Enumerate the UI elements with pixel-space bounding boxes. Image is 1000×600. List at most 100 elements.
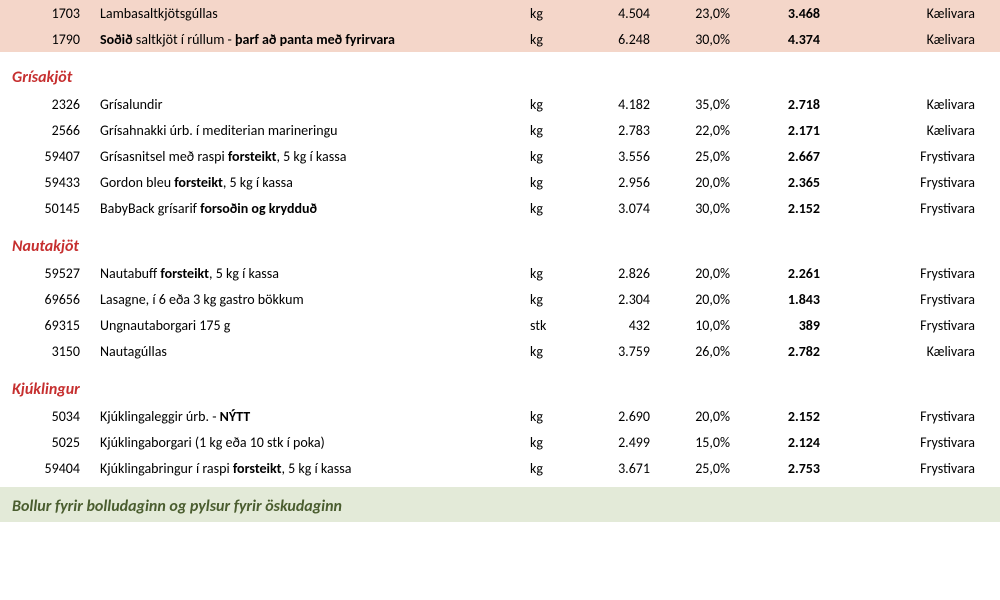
net-price: 2.782 xyxy=(740,343,830,360)
product-code: 1703 xyxy=(10,5,100,22)
unit: kg xyxy=(530,434,585,451)
net-price: 2.124 xyxy=(740,434,830,451)
product-code: 69315 xyxy=(10,317,100,334)
table-row: 2566Grísahnakki úrb. í mediterian marine… xyxy=(0,117,1000,143)
section-header: Kjúklingur xyxy=(0,370,1000,403)
net-price: 389 xyxy=(740,317,830,334)
table-row: 1703Lambasaltkjötsgúllaskg4.50423,0%3.46… xyxy=(0,0,1000,26)
storage-type: Frystivara xyxy=(830,200,990,217)
table-row: 3150Nautagúllaskg3.75926,0%2.782Kælivara xyxy=(0,338,1000,364)
unit: kg xyxy=(530,265,585,282)
unit: kg xyxy=(530,174,585,191)
list-price: 2.499 xyxy=(585,434,660,451)
discount-pct: 20,0% xyxy=(660,265,740,282)
discount-pct: 30,0% xyxy=(660,31,740,48)
unit: kg xyxy=(530,343,585,360)
product-name: Ungnautaborgari 175 g xyxy=(100,317,530,334)
unit: kg xyxy=(530,122,585,139)
storage-type: Frystivara xyxy=(830,434,990,451)
list-price: 4.182 xyxy=(585,96,660,113)
table-row: 5025Kjúklingaborgari (1 kg eða 10 stk í … xyxy=(0,429,1000,455)
section-header: Grísakjöt xyxy=(0,58,1000,91)
storage-type: Kælivara xyxy=(830,343,990,360)
list-price: 3.671 xyxy=(585,460,660,477)
discount-pct: 15,0% xyxy=(660,434,740,451)
product-name: Lasagne, í 6 eða 3 kg gastro bökkum xyxy=(100,291,530,308)
product-name: Lambasaltkjötsgúllas xyxy=(100,5,530,22)
product-code: 2566 xyxy=(10,122,100,139)
storage-type: Frystivara xyxy=(830,174,990,191)
list-price: 3.074 xyxy=(585,200,660,217)
storage-type: Frystivara xyxy=(830,408,990,425)
storage-type: Kælivara xyxy=(830,5,990,22)
unit: kg xyxy=(530,96,585,113)
net-price: 2.152 xyxy=(740,408,830,425)
storage-type: Frystivara xyxy=(830,265,990,282)
net-price: 2.667 xyxy=(740,148,830,165)
list-price: 2.690 xyxy=(585,408,660,425)
product-code: 3150 xyxy=(10,343,100,360)
section-header: Bollur fyrir bolludaginn og pylsur fyrir… xyxy=(0,487,1000,522)
unit: kg xyxy=(530,200,585,217)
discount-pct: 25,0% xyxy=(660,148,740,165)
discount-pct: 26,0% xyxy=(660,343,740,360)
list-price: 2.783 xyxy=(585,122,660,139)
storage-type: Kælivara xyxy=(830,122,990,139)
list-price: 6.248 xyxy=(585,31,660,48)
product-name: Grísalundir xyxy=(100,96,530,113)
table-row: 1790Soðið saltkjöt í rúllum - þarf að pa… xyxy=(0,26,1000,52)
table-row: 59433Gordon bleu forsteikt, 5 kg í kassa… xyxy=(0,169,1000,195)
discount-pct: 35,0% xyxy=(660,96,740,113)
product-name: Nautabuff forsteikt, 5 kg í kassa xyxy=(100,265,530,282)
product-code: 59404 xyxy=(10,460,100,477)
list-price: 3.759 xyxy=(585,343,660,360)
price-list-table: 1703Lambasaltkjötsgúllaskg4.50423,0%3.46… xyxy=(0,0,1000,522)
section-header: Nautakjöt xyxy=(0,227,1000,260)
discount-pct: 10,0% xyxy=(660,317,740,334)
product-code: 59527 xyxy=(10,265,100,282)
net-price: 4.374 xyxy=(740,31,830,48)
storage-type: Kælivara xyxy=(830,31,990,48)
discount-pct: 30,0% xyxy=(660,200,740,217)
product-code: 59407 xyxy=(10,148,100,165)
product-name: Grísasnitsel með raspi forsteikt, 5 kg í… xyxy=(100,148,530,165)
storage-type: Frystivara xyxy=(830,460,990,477)
product-code: 59433 xyxy=(10,174,100,191)
product-code: 5025 xyxy=(10,434,100,451)
table-row: 59404Kjúklingabringur í raspi forsteikt,… xyxy=(0,455,1000,481)
unit: kg xyxy=(530,31,585,48)
net-price: 2.171 xyxy=(740,122,830,139)
product-name: BabyBack grísarif forsoðin og krydduð xyxy=(100,200,530,217)
discount-pct: 20,0% xyxy=(660,174,740,191)
product-name: Kjúklingaborgari (1 kg eða 10 stk í poka… xyxy=(100,434,530,451)
unit: stk xyxy=(530,317,585,334)
product-code: 1790 xyxy=(10,31,100,48)
list-price: 432 xyxy=(585,317,660,334)
net-price: 2.365 xyxy=(740,174,830,191)
list-price: 2.304 xyxy=(585,291,660,308)
table-row: 5034Kjúklingaleggir úrb. - NÝTTkg2.69020… xyxy=(0,403,1000,429)
product-code: 2326 xyxy=(10,96,100,113)
product-name: Gordon bleu forsteikt, 5 kg í kassa xyxy=(100,174,530,191)
unit: kg xyxy=(530,460,585,477)
table-row: 50145BabyBack grísarif forsoðin og krydd… xyxy=(0,195,1000,221)
list-price: 3.556 xyxy=(585,148,660,165)
list-price: 4.504 xyxy=(585,5,660,22)
product-name: Soðið saltkjöt í rúllum - þarf að panta … xyxy=(100,31,530,48)
table-row: 69656Lasagne, í 6 eða 3 kg gastro bökkum… xyxy=(0,286,1000,312)
table-row: 59407Grísasnitsel með raspi forsteikt, 5… xyxy=(0,143,1000,169)
product-code: 50145 xyxy=(10,200,100,217)
discount-pct: 20,0% xyxy=(660,408,740,425)
net-price: 2.753 xyxy=(740,460,830,477)
discount-pct: 22,0% xyxy=(660,122,740,139)
unit: kg xyxy=(530,291,585,308)
product-name: Kjúklingaleggir úrb. - NÝTT xyxy=(100,408,530,425)
product-code: 69656 xyxy=(10,291,100,308)
net-price: 2.261 xyxy=(740,265,830,282)
discount-pct: 20,0% xyxy=(660,291,740,308)
storage-type: Frystivara xyxy=(830,148,990,165)
product-name: Grísahnakki úrb. í mediterian marinering… xyxy=(100,122,530,139)
storage-type: Frystivara xyxy=(830,317,990,334)
net-price: 3.468 xyxy=(740,5,830,22)
unit: kg xyxy=(530,148,585,165)
